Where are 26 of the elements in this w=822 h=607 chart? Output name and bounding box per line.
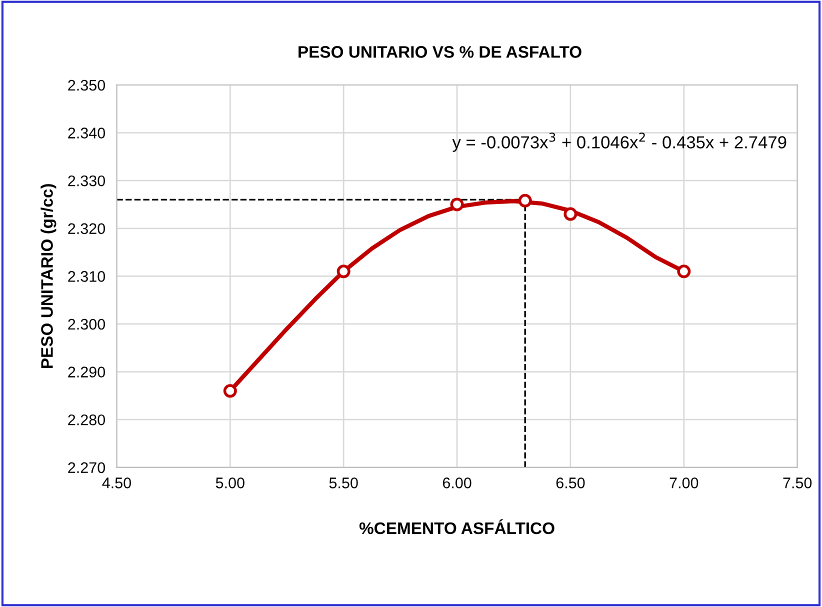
x-tick-label: 7.00 <box>670 478 698 488</box>
point <box>677 264 691 278</box>
y-tick-label: 2.290 <box>68 366 106 378</box>
point <box>564 207 578 221</box>
y-tick-label: 2.350 <box>68 80 106 91</box>
y-tick-label: 2.310 <box>68 271 106 282</box>
annotation: y = -0.0073x$^{3}$ + 0.1046x$^{2}$ - 0.435x + 2.7479 <box>452 132 786 152</box>
x-tick-label: 5.50 <box>329 478 358 488</box>
x-tick-label: 6.00 <box>442 478 472 488</box>
y-tick-label: 2.300 <box>68 318 106 330</box>
y-tick-label: 2.320 <box>68 223 106 234</box>
x-tick-label: 5.00 <box>216 478 244 488</box>
y-tick-label: 2.270 <box>68 462 106 474</box>
y-tick-label: 2.340 <box>68 128 106 138</box>
x-tick-label: 7.50 <box>783 478 812 488</box>
x-axis-title: %CEMENTO ASFÁLTICO <box>359 519 554 534</box>
point <box>450 198 464 212</box>
x-tick-label: 4.50 <box>102 478 131 488</box>
point <box>223 384 237 398</box>
x-tick-label: 6.50 <box>556 478 585 488</box>
chart-title: PESO UNITARIO VS % DE ASFALTO <box>298 46 582 58</box>
point <box>518 194 532 208</box>
y-axis-title: PESO UNITARIO (gr/cc) <box>40 184 56 368</box>
point <box>336 264 350 278</box>
y-tick-label: 2.330 <box>68 175 106 186</box>
y-tick-label: 2.280 <box>68 414 106 426</box>
